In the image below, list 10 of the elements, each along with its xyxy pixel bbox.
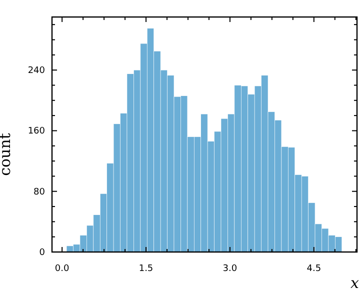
y-axis-title: count <box>0 133 14 176</box>
y-tick-label: 0 <box>39 248 46 258</box>
x-tick-label: 4.5 <box>306 264 322 274</box>
y-tick-label: 160 <box>28 126 46 137</box>
x-tick-label: 3.0 <box>222 264 238 274</box>
x-tick-label: 1.5 <box>138 264 154 274</box>
y-tick-label: 240 <box>28 66 46 76</box>
x-tick-label: 0.0 <box>54 264 70 274</box>
y-tick-label: 80 <box>34 187 46 198</box>
x-axis-title: x <box>350 274 360 292</box>
